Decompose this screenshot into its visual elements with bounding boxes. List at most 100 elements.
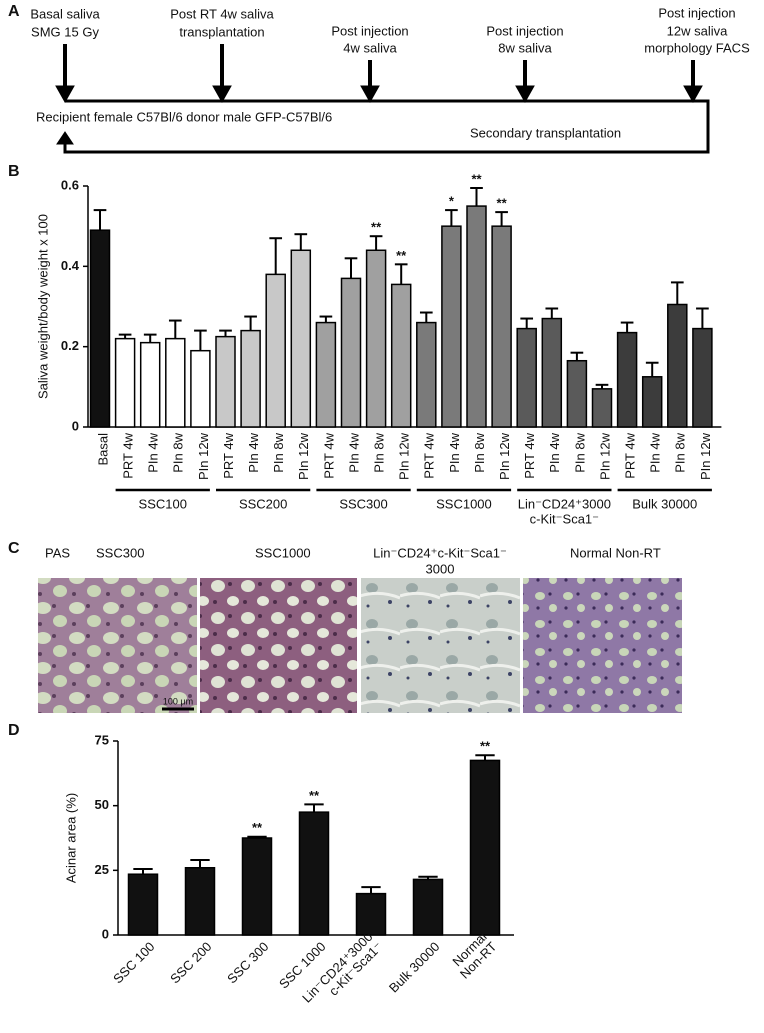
x-tick-label: PIn 12w <box>497 432 512 480</box>
x-tick-label: SSC 100 <box>110 939 157 986</box>
step-label: 8w saliva <box>498 40 552 55</box>
bar <box>241 837 273 936</box>
arrow-head <box>55 85 75 104</box>
step-label: Post injection <box>658 5 735 20</box>
significance: ** <box>480 739 491 754</box>
panel-label: D <box>8 722 20 739</box>
x-tick-label: PIn 4w <box>346 432 361 472</box>
bar <box>298 811 330 936</box>
significance: * <box>449 194 455 209</box>
x-tick-label: Bulk 30000 <box>386 939 443 996</box>
bar <box>441 225 462 428</box>
loop-line <box>63 99 710 154</box>
step-label: Post injection <box>486 23 563 38</box>
x-tick-label: Basal <box>95 433 110 466</box>
arrow-head <box>212 85 232 104</box>
bar <box>616 331 638 428</box>
micrograph <box>523 578 682 713</box>
bar <box>240 329 261 428</box>
bar <box>541 317 563 428</box>
micrograph <box>200 578 357 713</box>
bar <box>89 229 111 428</box>
x-tick-label: PRT 4w <box>121 432 136 478</box>
step-label: SMG 15 Gy <box>31 24 99 39</box>
bar <box>184 866 216 936</box>
image-title: Lin⁻CD24⁺c-Kit⁻Sca1⁻ <box>373 545 507 560</box>
x-tick-label: PIn 8w <box>271 432 286 472</box>
x-tick-label: PIn 4w <box>547 432 562 472</box>
significance: ** <box>309 788 320 803</box>
panel-label: A <box>8 3 20 20</box>
bar <box>127 873 159 936</box>
y-axis-label: Acinar area (%) <box>63 793 78 883</box>
x-tick-label: PRT 4w <box>522 432 537 478</box>
bar <box>516 327 537 428</box>
bar <box>340 277 362 428</box>
arrow-head <box>56 131 74 145</box>
y-tick-label: 0 <box>102 926 109 941</box>
x-tick-label: PIn 12w <box>196 432 211 480</box>
group-label: c-Kit⁻Sca1⁻ <box>530 511 599 526</box>
image-title: SSC1000 <box>255 545 311 560</box>
bar <box>591 388 613 428</box>
timeline: Basal saliva SMG 15 Gy Post RT 4w saliva… <box>30 5 750 154</box>
group-label: Lin⁻CD24⁺3000 <box>518 496 611 511</box>
arrows <box>55 44 710 154</box>
step-label: Basal saliva <box>30 6 100 21</box>
bar <box>315 321 337 428</box>
x-tick-label: PIn 12w <box>597 432 612 480</box>
group-label: SSC100 <box>139 496 187 511</box>
significance: ** <box>497 196 508 211</box>
group-label: SSC200 <box>239 496 287 511</box>
x-tick-label: PIn 4w <box>648 432 663 472</box>
x-tick-label: PIn 8w <box>171 432 186 472</box>
scale-label: 100 μm <box>163 696 193 706</box>
bar <box>190 349 211 428</box>
image-title: SSC300 <box>96 545 144 560</box>
arrow-head <box>683 85 703 104</box>
secondary-label: Secondary transplantation <box>470 125 621 140</box>
step-label: 12w saliva <box>667 23 728 38</box>
bar <box>667 303 688 428</box>
arrow-head <box>515 85 535 104</box>
x-tick-label: PIn 4w <box>246 432 261 472</box>
bar <box>265 273 286 428</box>
stain-label: PAS <box>45 545 70 560</box>
x-tick-label: PRT 4w <box>422 432 437 478</box>
significance: ** <box>371 220 382 235</box>
group-label: Bulk 30000 <box>632 496 697 511</box>
y-tick-label: 0.6 <box>61 177 79 192</box>
x-tick-label: PRT 4w <box>321 432 336 478</box>
step-label: 4w saliva <box>343 40 397 55</box>
y-tick-label: 0 <box>72 418 79 433</box>
x-tick-label: SSC 200 <box>167 939 214 986</box>
step-label: transplantation <box>179 24 264 39</box>
y-tick-label: 75 <box>95 732 109 747</box>
x-tick-label: PIn 8w <box>572 432 587 472</box>
recipient-label: Recipient female C57Bl/6 donor male GFP-… <box>36 109 332 124</box>
bar <box>390 283 412 428</box>
bar <box>416 321 437 428</box>
panel-label: C <box>8 540 20 557</box>
y-tick-label: 0.4 <box>61 258 80 273</box>
x-tick-label: PIn 12w <box>397 432 412 480</box>
x-tick-label: PIn 8w <box>472 432 487 472</box>
x-tick-label: PIn 4w <box>146 432 161 472</box>
x-tick-label: PRT 4w <box>623 432 638 478</box>
bar <box>355 892 387 936</box>
x-tick-label: PIn 8w <box>372 432 387 472</box>
step-label: morphology FACS <box>644 40 750 55</box>
bar <box>469 759 501 936</box>
group-label: SSC300 <box>339 496 387 511</box>
micrograph <box>361 578 520 713</box>
arrow-head <box>360 85 380 104</box>
y-tick-label: 0.2 <box>61 338 79 353</box>
bar <box>412 878 444 936</box>
histology: PAS SSC300 SSC1000 Lin⁻CD24⁺c-Kit⁻Sca1⁻ … <box>38 545 682 713</box>
bar <box>365 249 387 428</box>
y-axis-label: Saliva weight/body weight x 100 <box>35 214 50 399</box>
x-tick-label: PIn 8w <box>673 432 688 472</box>
bar <box>466 205 487 428</box>
